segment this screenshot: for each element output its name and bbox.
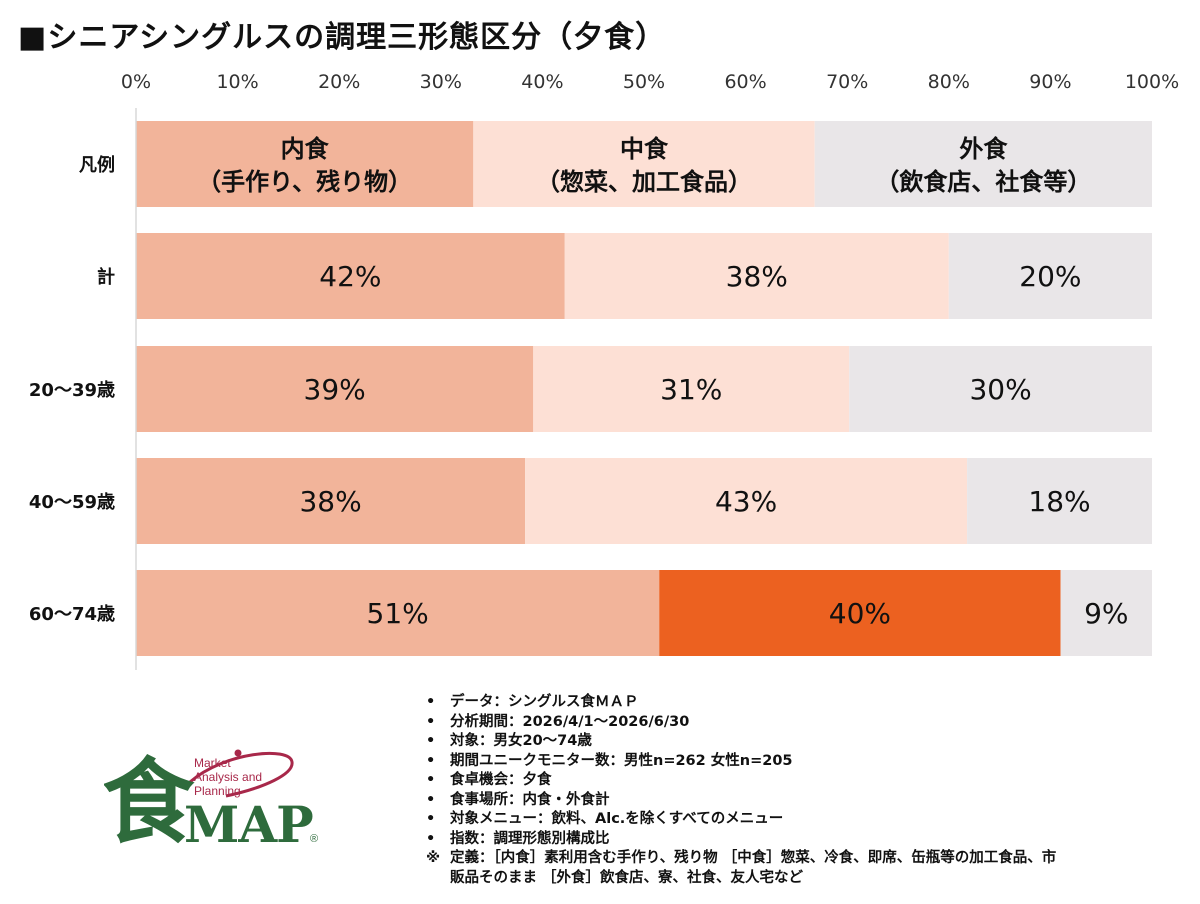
legend-entry-title: 外食 [959,135,1008,163]
x-axis-ticks: 0% 10% 20% 30% 40% 50% 60% 70% 80% 90% 100% [121,71,1179,93]
note-text: 食事場所：内食・外食計 [450,791,610,808]
x-tick-label: 60% [724,71,766,93]
note-bullet: • [426,752,436,769]
x-tick-label: 90% [1029,71,1071,93]
data-label: 20% [1019,260,1081,293]
note-text: 指数：調理形態別構成比 [450,830,610,847]
legend-entry-sub: （惣菜、加工食品） [536,168,752,196]
bar-segment [1060,570,1152,656]
note-item: • 対象メニュー：飲料、Alc.を除くすべてのメニュー [426,810,1166,830]
bar-segment [948,233,1152,319]
bar-segment [525,458,968,544]
note-bullet: • [426,830,436,847]
legend-segment [814,121,1152,207]
note-text: 分析期間：2026/4/1～2026/6/30 [450,713,690,730]
x-tick-label: 70% [826,71,868,93]
x-tick-label: 10% [216,71,258,93]
x-tick-label: 100% [1125,71,1179,93]
note-item: • 分析期間：2026/4/1～2026/6/30 [426,713,1166,733]
chart-rows: 凡例 内食 （手作り、残り物） 中食 （惣菜、加工食品） 外食 （飲食店、社食等） 計 42% 3… [29,121,1152,656]
data-label: 43% [715,485,777,518]
definition-line-1: 定義：［内食］素利用含む手作り、残り物 ［中食］惣菜、冷食、即席、缶瓶等の加工食… [450,850,1057,866]
legend-label: 凡例 [79,154,115,176]
note-text: 期間ユニークモニター数：男性n=262 女性n=205 [450,752,793,769]
x-tick-label: 30% [420,71,462,93]
note-bullet: • [426,713,436,730]
bar-segment [136,458,526,544]
page-title: ■シニアシングルスの調理三形態区分（夕食） [18,20,667,55]
note-bullet: • [426,772,436,788]
logo-kanji: 食 [104,748,195,848]
bar-segment [564,233,949,319]
bar-segment [659,570,1061,656]
legend-entry-sub: （飲食店、社食等） [875,168,1091,196]
legend-entry-title: 中食 [620,135,669,163]
data-label: 18% [1028,485,1090,518]
note-item: • 指数：調理形態別構成比 [426,830,1166,850]
data-label: 38% [726,260,788,293]
data-label: 38% [299,485,361,518]
note-text: データ：シングルス食ＭＡＰ [450,694,639,710]
bar-segment [136,346,534,432]
definition-line-2: 販品そのまま ［外食］飲食店、寮、社食、友人宅など [450,869,804,886]
row-label: 40～59歳 [29,492,115,513]
x-tick-label: 40% [521,71,563,93]
data-label: 31% [660,373,722,406]
legend-entry-sub: （手作り、残り物） [197,168,412,196]
note-bullet: • [426,733,436,749]
bar-segment [849,346,1152,432]
note-bullet: • [426,811,436,827]
shoku-map-logo: 食 Market Analysis and Planning MAP ® [104,748,318,848]
legend-entry-title: 内食 [281,135,330,163]
logo-line-3: Planning [194,784,241,798]
note-item: • 期間ユニークモニター数：男性n=262 女性n=205 [426,752,1166,772]
logo-map: MAP [184,795,313,848]
note-bullet: • [426,694,436,710]
bar-segment [136,570,660,656]
x-tick-label: 50% [623,71,665,93]
note-item: • 食卓機会：夕食 [426,771,1166,791]
note-text: 対象：男女20～74歳 [450,733,592,749]
data-label: 42% [319,260,381,293]
data-label: 39% [304,373,366,406]
note-text: 対象メニュー：飲料、Alc.を除くすべてのメニュー [450,811,784,827]
note-bullet: • [426,791,436,808]
definition-mark: ※ [426,850,441,866]
note-item: • 対象：男女20～74歳 [426,732,1166,752]
x-tick-label: 80% [928,71,970,93]
data-label: 40% [829,597,891,630]
definition-note: ※ 定義：［内食］素利用含む手作り、残り物 ［中食］惣菜、冷食、即席、缶瓶等の加工… [426,849,1166,888]
row-label: 20～39歳 [29,380,115,401]
bar-segment [967,458,1152,544]
logo-line-1: Market [194,756,231,770]
row-label: 60～74歳 [29,604,115,625]
note-item: • データ：シングルス食ＭＡＰ [426,693,1166,713]
legend-segment [136,121,474,207]
data-label: 30% [969,373,1031,406]
note-item: • 食事場所：内食・外食計 [426,791,1166,811]
x-tick-label: 20% [318,71,360,93]
logo-line-2: Analysis and [194,770,262,784]
x-tick-label: 0% [121,71,151,93]
data-label: 51% [367,597,429,630]
legend-segment [473,121,815,207]
note-text: 食卓機会：夕食 [450,772,552,788]
data-label: 9% [1084,597,1128,630]
logo-reg: ® [310,833,318,845]
logo-dot [234,749,242,757]
bar-segment [136,233,565,319]
logo-swoosh [189,751,294,798]
bar-segment [533,346,850,432]
row-label: 計 [97,266,115,288]
notes-list: • データ：シングルス食ＭＡＰ • 分析期間：2026/4/1～2026/6/30 • 対… [426,693,1166,888]
stacked-bar-chart: 0% 10% 20% 30% 40% 50% 60% 70% 80% 90% 100% 凡例 内食 （手… [29,71,1179,670]
